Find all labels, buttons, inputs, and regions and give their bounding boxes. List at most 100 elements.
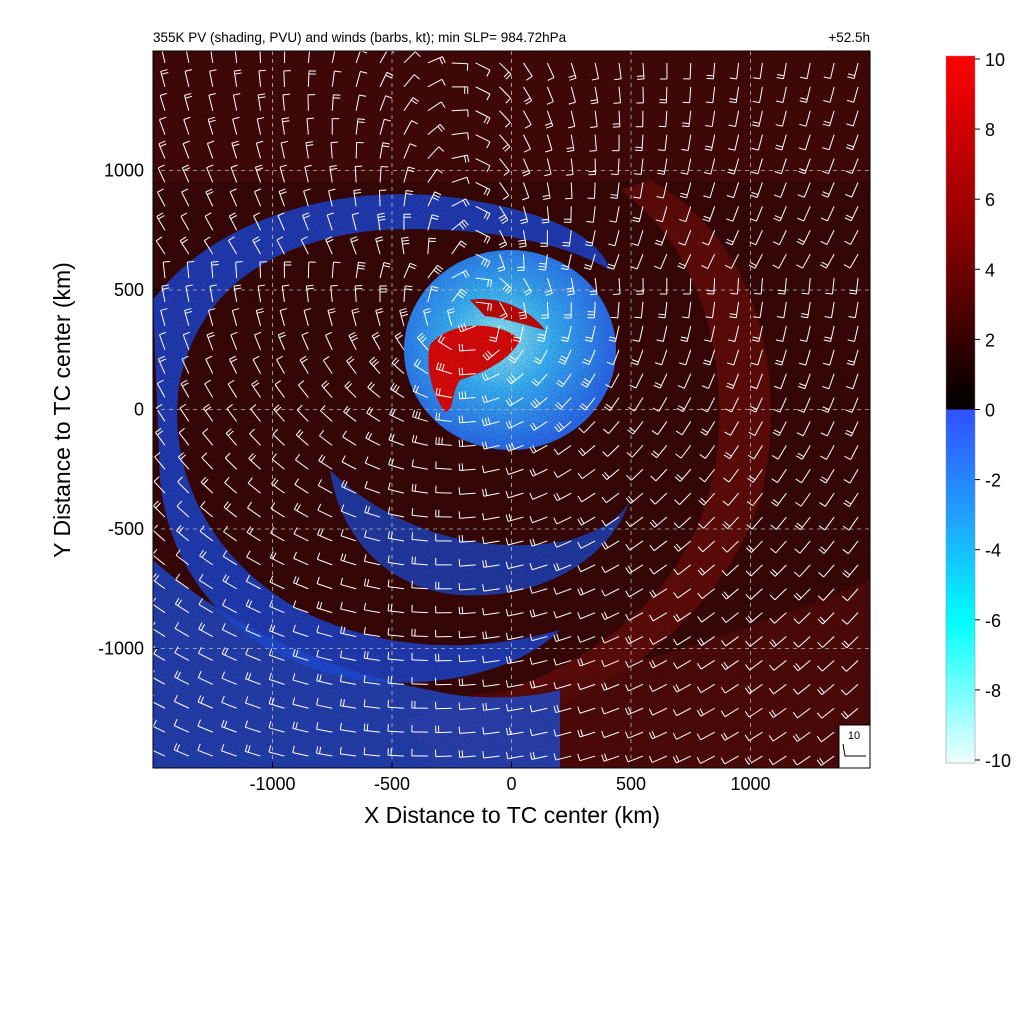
- wind-barb-feather: [459, 487, 460, 494]
- wind-barb: [284, 71, 285, 87]
- wind-barb-feather: [442, 438, 443, 445]
- wind-barb-feather: [462, 439, 463, 446]
- wind-barb-feather: [391, 676, 392, 683]
- wind-barb-feather: [259, 70, 266, 71]
- wind-barb-feather: [459, 416, 460, 423]
- wind-barb-feather: [589, 151, 596, 152]
- wind-barb-feather: [462, 344, 463, 351]
- wind-barb-feather: [614, 103, 621, 104]
- wind-barb-feather: [462, 678, 463, 685]
- colorbar-tick-label: 10: [985, 50, 1005, 70]
- colorbar-tick-label: -4: [985, 541, 1001, 561]
- wind-barb: [594, 182, 595, 198]
- colorbar-tick-label: -2: [985, 471, 1001, 491]
- wind-barb-feather: [706, 78, 713, 79]
- wind-barb-feather: [412, 557, 413, 564]
- wind-barb-feather: [634, 317, 641, 318]
- wind-barb-feather: [459, 440, 460, 447]
- wind-barb-feather: [439, 437, 440, 444]
- colorbar-tick-label: 2: [985, 330, 995, 350]
- colorbar-tick-label: 6: [985, 190, 995, 210]
- wind-barb-feather: [459, 392, 460, 399]
- wind-barb-feather: [459, 679, 460, 686]
- y-tick-label: 1000: [104, 161, 144, 181]
- wind-barb: [308, 71, 309, 87]
- wind-barb: [690, 63, 691, 79]
- wind-barb-feather: [186, 46, 193, 47]
- wind-barb-feather: [235, 46, 242, 47]
- colorbar-tick-label: 0: [985, 401, 995, 421]
- x-tick-label: 500: [616, 774, 646, 794]
- wind-barb: [436, 732, 452, 733]
- y-axis-label: Y Distance to TC center (km): [49, 262, 75, 558]
- wind-barb-feather: [388, 628, 389, 635]
- wind-barb-feather: [459, 559, 460, 566]
- wind-barb-feather: [459, 511, 460, 518]
- wind-barb-feather: [459, 726, 460, 733]
- wind-barb-feather: [542, 222, 549, 223]
- wind-barb-feather: [707, 75, 714, 76]
- y-tick-label: 0: [134, 400, 144, 420]
- wind-barb-feather: [388, 676, 389, 683]
- colorbar-tick-label: -10: [985, 751, 1011, 771]
- chart-title: 355K PV (shading, PVU) and winds (barbs,…: [153, 30, 567, 45]
- wind-barb-feather: [211, 49, 218, 50]
- wind-barb-feather: [436, 437, 437, 444]
- x-tick-label: 1000: [730, 774, 770, 794]
- wind-barb-feather: [778, 293, 785, 294]
- y-tick-label: -1000: [98, 639, 144, 659]
- pv-heatmap: [150, 46, 870, 768]
- wind-barb-feather: [462, 416, 463, 423]
- wind-barb-feather: [333, 262, 340, 263]
- wind-barb-feather: [462, 607, 463, 614]
- wind-barb-feather: [754, 293, 761, 294]
- reference-vector-label: 10: [848, 730, 860, 742]
- wind-barb-feather: [462, 368, 463, 375]
- wind-barb-feather: [335, 47, 342, 48]
- wind-barb: [379, 190, 380, 206]
- wind-barb-feather: [459, 344, 460, 351]
- wind-barb-feather: [307, 118, 314, 119]
- wind-barb-feather: [364, 748, 365, 755]
- wind-barb-feather: [462, 392, 463, 399]
- forecast-time-label: +52.5h: [828, 30, 870, 45]
- x-tick-label: 0: [506, 774, 516, 794]
- wind-barb: [412, 660, 428, 661]
- wind-barb-feather: [388, 652, 389, 659]
- wind-barb-feather: [459, 535, 460, 542]
- wind-barb-feather: [459, 368, 460, 375]
- wind-barb-feather: [405, 289, 412, 290]
- wind-barb-feather: [542, 219, 549, 220]
- colorbar-tick-label: 4: [985, 260, 995, 280]
- wind-barb-feather: [462, 463, 463, 470]
- wind-barb-feather: [412, 532, 413, 539]
- wind-barb: [412, 636, 428, 637]
- wind-barb-feather: [462, 535, 463, 542]
- x-axis-label: X Distance to TC center (km): [364, 802, 660, 828]
- wind-barb-feather: [415, 557, 416, 564]
- colorbar-tick-label: 8: [985, 120, 995, 140]
- y-tick-label: -500: [108, 519, 144, 539]
- wind-barb-feather: [778, 290, 785, 291]
- colorbar-tick-label: -6: [985, 611, 1001, 631]
- wind-barb-feather: [459, 631, 460, 638]
- wind-barb-feather: [283, 94, 290, 95]
- wind-barb-feather: [310, 47, 317, 48]
- wind-barb-feather: [459, 583, 460, 590]
- wind-barb-feather: [187, 261, 194, 262]
- wind-barb-feather: [459, 607, 460, 614]
- wind-barb: [436, 756, 452, 757]
- wind-barb-feather: [361, 48, 368, 50]
- wind-barb-feather: [459, 750, 460, 757]
- x-tick-label: -1000: [249, 774, 295, 794]
- wind-barb-feather: [161, 46, 168, 48]
- reference-vector-box: 10: [839, 725, 870, 768]
- wind-barb-feather: [459, 655, 460, 662]
- wind-barb-feather: [331, 285, 338, 286]
- wind-barb-feather: [211, 262, 218, 263]
